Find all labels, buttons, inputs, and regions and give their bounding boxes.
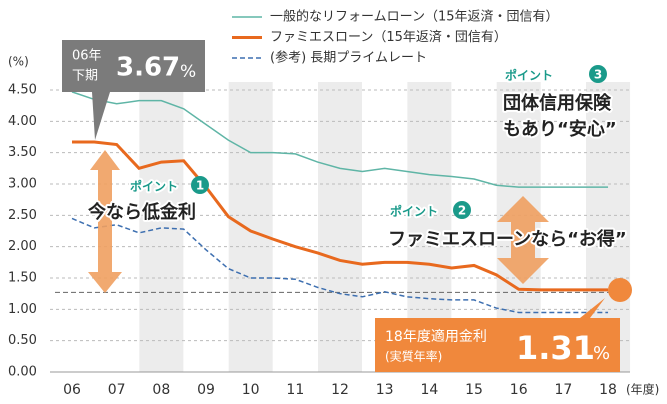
callout-box bbox=[62, 40, 205, 140]
point-text: 団体信用保険 bbox=[503, 92, 612, 114]
x-unit: (年度) bbox=[626, 382, 659, 397]
band bbox=[318, 82, 363, 372]
callout-unit: % bbox=[180, 62, 196, 82]
point-text: 今なら低金利 bbox=[88, 201, 196, 223]
y-tick-label: 0.50 bbox=[8, 333, 37, 348]
x-tick-label: 16 bbox=[510, 382, 528, 398]
point-tag: ポイント bbox=[390, 204, 438, 219]
y-tick-label: 1.50 bbox=[8, 271, 37, 286]
series-line bbox=[72, 140, 609, 292]
legend-label: ファミエスローン（15年返済・団信有） bbox=[270, 29, 507, 45]
y-tick-label: 0.00 bbox=[8, 365, 37, 380]
y-tick-label: 4.50 bbox=[8, 83, 37, 98]
point-badge bbox=[453, 201, 471, 219]
y-tick-label: 3.00 bbox=[8, 177, 37, 192]
callout-value: 1.31 bbox=[516, 329, 595, 367]
end-marker bbox=[608, 278, 632, 302]
x-tick-label: 17 bbox=[554, 382, 572, 398]
legend-label: (参考) 長期プライムレート bbox=[270, 50, 427, 66]
point-number: 1 bbox=[196, 179, 204, 193]
point-text: ファミエスローンなら“お得” bbox=[388, 228, 627, 250]
callout-text: 06年 bbox=[72, 49, 102, 64]
series-line bbox=[71, 91, 609, 188]
x-tick-label: 15 bbox=[465, 382, 483, 398]
arrow bbox=[88, 150, 122, 293]
y-tick-label: 2.00 bbox=[8, 239, 37, 254]
point-number: 2 bbox=[458, 204, 466, 218]
x-tick-label: 06 bbox=[63, 382, 81, 398]
x-tick-label: 09 bbox=[197, 382, 215, 398]
x-tick-label: 14 bbox=[420, 382, 438, 398]
callout-value: 3.67 bbox=[116, 53, 180, 83]
series-line bbox=[71, 217, 609, 314]
callout-text: (実質年率) bbox=[385, 349, 442, 364]
x-tick-label: 18 bbox=[599, 382, 617, 398]
legend-label: 一般的なリフォームローン（15年返済・団信有） bbox=[270, 9, 559, 25]
x-tick-label: 12 bbox=[331, 382, 349, 398]
point-badge bbox=[589, 65, 607, 83]
x-tick-label: 11 bbox=[286, 382, 304, 398]
point-number: 3 bbox=[594, 68, 602, 82]
annotations: 06年 下期 3.67 % 18年度適用金利 (実質年率) 1.31 % ポイン… bbox=[62, 40, 632, 372]
y-tick-label: 3.50 bbox=[8, 145, 37, 160]
callout-text: 18年度適用金利 bbox=[385, 328, 487, 345]
point-badge bbox=[191, 176, 209, 194]
y-tick-label: 4.00 bbox=[8, 114, 37, 129]
point-text: もあり“安心” bbox=[503, 118, 617, 140]
y-tick-label: 2.50 bbox=[8, 208, 37, 223]
x-tick-label: 10 bbox=[242, 382, 260, 398]
y-unit: (%) bbox=[8, 55, 29, 69]
y-tick-label: 1.00 bbox=[8, 302, 37, 317]
point-tag: ポイント bbox=[505, 68, 553, 83]
callout-box bbox=[375, 298, 620, 372]
x-tick-label: 07 bbox=[108, 382, 126, 398]
band bbox=[139, 82, 184, 372]
x-tick-label: 08 bbox=[152, 382, 170, 398]
point-tag: ポイント bbox=[130, 179, 178, 194]
x-tick-label: 13 bbox=[376, 382, 394, 398]
callout-unit: % bbox=[593, 343, 610, 364]
band bbox=[228, 82, 273, 372]
callout-text: 下期 bbox=[72, 69, 98, 84]
arrow bbox=[497, 196, 549, 284]
